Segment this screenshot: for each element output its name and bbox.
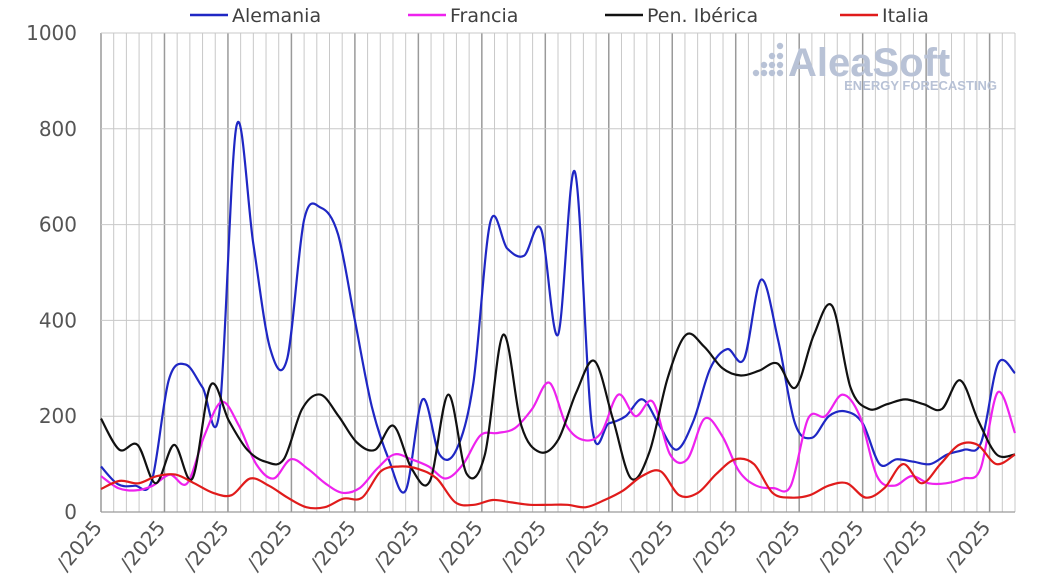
x-tick-label: /2025 [813,516,868,576]
y-tick-label: 600 [39,213,77,237]
series-line-italia [100,441,1016,510]
x-tick-label: /2025 [115,516,170,576]
y-tick-label: 800 [39,117,77,141]
aleasoft-logo: AleaSoft ENERGY FORECASTING [752,41,997,93]
legend-label-pen-ib-rica: Pen. Ibérica [647,5,758,27]
x-tick-label: /2025 [750,516,805,576]
x-tick-label: /2025 [305,516,360,576]
y-tick-label: 200 [39,404,77,428]
logo-dots-icon [752,42,784,77]
logo-tagline: ENERGY FORECASTING [844,78,997,93]
x-tick-label: /2025 [178,516,233,576]
axes: 0 200 400 600 800 1000/2025/2025/2025/2025/20… [26,21,1015,575]
x-tick-label: /2025 [432,516,487,576]
logo-name: AleaSoft [788,41,950,85]
x-tick-label: /2025 [623,516,678,576]
y-tick-label: 400 [39,308,77,332]
legend-label-francia: Francia [450,5,518,27]
y-tick-label: 1000 [26,21,77,45]
legend-label-alemania: Alemania [232,5,321,27]
series-line-francia [100,381,1017,495]
series-lines [100,121,1017,510]
x-tick-label: /2025 [559,516,614,576]
legend-label-italia: Italia [882,5,929,27]
legend: Alemania Francia Pen. Ibérica Italia [190,5,929,27]
x-tick-label: /2025 [940,516,995,576]
x-tick-label: /2025 [496,516,551,576]
y-tick-label: 0 [64,500,77,524]
x-tick-label: /2025 [686,516,741,576]
x-tick-label: /2025 [877,516,932,576]
x-tick-label: /2025 [242,516,297,576]
series-line-alemania [100,121,1016,494]
series-line-pen-ib-rica [100,303,1016,487]
x-tick-label: /2025 [51,516,106,576]
x-tick-label: /2025 [369,516,424,576]
